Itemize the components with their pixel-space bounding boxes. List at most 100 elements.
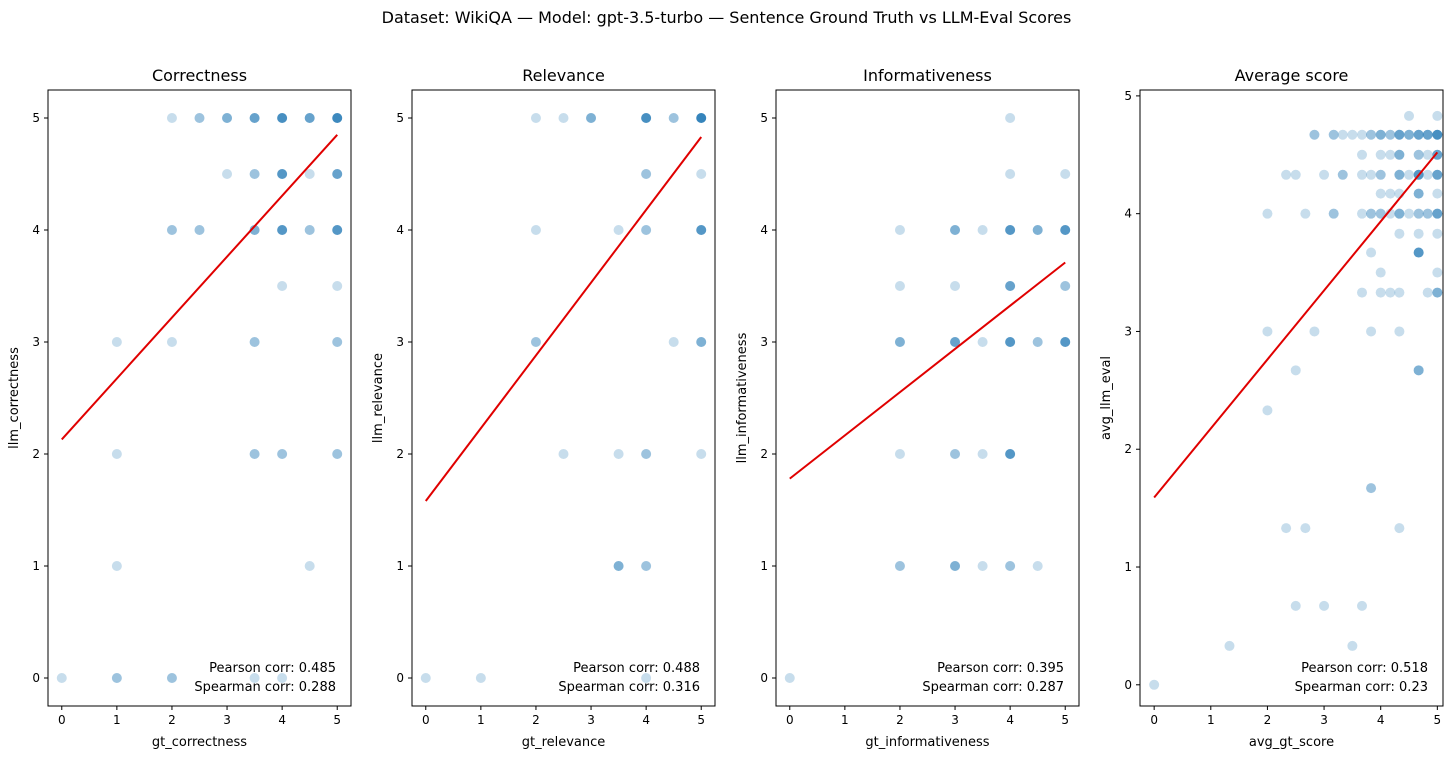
scatter-point [1432,208,1443,219]
scatter-point [1385,287,1396,298]
scatter-point [1337,169,1348,180]
x-tick-label: 3 [223,713,231,727]
scatter-point [1385,129,1396,140]
spearman-annotation: Spearman corr: 0.288 [194,680,336,695]
x-tick-label: 1 [113,713,121,727]
y-tick-label: 3 [32,335,40,349]
pearson-annotation: Pearson corr: 0.518 [1301,661,1428,676]
y-tick-label: 5 [396,111,404,125]
scatter-point [1366,326,1377,337]
scatter-point [1309,326,1320,337]
x-tick-label: 0 [1150,713,1158,727]
scatter-point [1366,208,1377,219]
scatter-point [894,225,905,235]
x-tick-label: 1 [477,713,485,727]
scatter-point [1262,326,1273,337]
y-tick-label: 2 [1124,442,1132,456]
scatter-point [1032,337,1043,347]
scatter-point [894,561,905,571]
scatter-point [1413,149,1424,160]
y-tick-label: 1 [760,559,768,573]
scatter-point [1394,129,1405,140]
x-tick-label: 4 [642,713,650,727]
scatter-point [641,449,652,459]
scatter-point [641,561,652,571]
scatter-point [977,337,988,347]
scatter-point [1413,247,1424,258]
scatter-point [1413,208,1424,219]
regression-line [1153,151,1439,499]
scatter-point [1394,149,1405,160]
scatter-point [304,113,315,123]
scatter-point [1005,561,1016,571]
scatter-point [1357,169,1368,180]
scatter-point [332,281,343,291]
scatter-point [977,561,988,571]
scatter-point [1385,208,1396,219]
scatter-point [277,673,288,683]
scatter-point [1357,287,1368,298]
scatter-point [249,337,260,347]
scatter-point [613,561,624,571]
scatter-point [1328,129,1339,140]
chart-title: Informativeness [863,66,992,85]
regression-line [424,136,703,502]
scatter-point [166,113,177,123]
y-tick-label: 0 [32,671,40,685]
scatter-point [1309,129,1320,140]
scatter-point [586,113,597,123]
scatter-point [1394,228,1405,239]
scatter-point [194,225,205,235]
x-tick-label: 2 [168,713,176,727]
y-tick-label: 4 [1124,207,1132,221]
scatter-point [1432,228,1443,239]
y-tick-label: 1 [32,559,40,573]
scatter-point [194,113,205,123]
scatter-point [613,449,624,459]
scatter-point [332,113,343,123]
scatter-point [1375,208,1386,219]
scatter-point [530,113,541,123]
y-tick-label: 3 [1124,324,1132,338]
y-axis-label: avg_llm_eval [1099,356,1114,440]
scatter-points [420,113,707,683]
scatter-point [950,561,961,571]
scatter-point [222,169,233,179]
x-tick-label: 5 [1434,713,1442,727]
scatter-point [1394,208,1405,219]
scatter-point [1422,287,1433,298]
axes-frame [47,89,352,707]
scatter-point [332,169,343,179]
y-tick-label: 1 [1124,560,1132,574]
scatter-point [1432,169,1443,180]
scatter-point [1404,110,1415,121]
scatter-point [1422,149,1433,160]
y-tick-label: 3 [760,335,768,349]
scatter-point [1281,523,1292,534]
scatter-point [558,449,569,459]
y-tick-label: 5 [32,111,40,125]
chart-title: Relevance [522,66,605,85]
scatter-point [1375,149,1386,160]
scatter-point [56,673,67,683]
scatter-point [1060,225,1071,235]
scatter-point [1432,129,1443,140]
scatter-point [166,337,177,347]
x-tick-label: 2 [896,713,904,727]
scatter-point [1290,600,1301,611]
scatter-point [304,561,315,571]
scatter-points [1149,110,1443,690]
scatter-point [1432,110,1443,121]
figure-suptitle: Dataset: WikiQA — Model: gpt-3.5-turbo —… [381,8,1072,27]
x-tick-label: 0 [422,713,430,727]
y-tick-label: 0 [760,671,768,685]
scatter-point [1385,188,1396,199]
y-axis-label: llm_correctness [7,347,22,449]
y-tick-label: 4 [32,223,40,237]
scatter-point [1366,169,1377,180]
scatter-point [1262,208,1273,219]
scatter-point [1404,129,1415,140]
scatter-point [1005,225,1016,235]
scatter-point [332,337,343,347]
